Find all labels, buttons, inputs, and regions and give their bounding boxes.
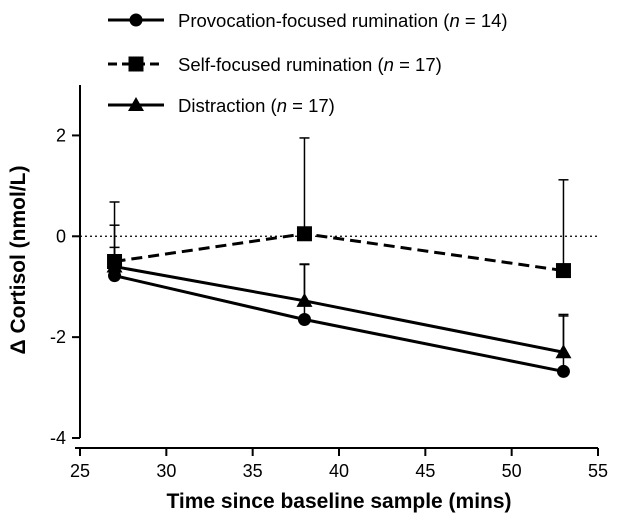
legend-n-value: = 17) xyxy=(287,95,335,116)
legend-label: Distraction (n = 17) xyxy=(178,95,335,116)
distraction-point xyxy=(106,258,123,273)
y-axis-title: Δ Cortisol (nmol/L) xyxy=(7,166,30,355)
y-tick-label: 0 xyxy=(56,226,66,246)
x-tick-label: 55 xyxy=(588,461,608,481)
legend: Provocation-focused rumination (n = 14)S… xyxy=(108,10,508,116)
legend-marker xyxy=(129,13,143,27)
y-tick-label: 2 xyxy=(56,125,66,145)
distraction-point xyxy=(555,344,572,359)
self-focused-point xyxy=(296,226,312,242)
x-tick-label: 50 xyxy=(502,461,522,481)
legend-label: Self-focused rumination (n = 17) xyxy=(178,54,442,75)
axis-ticks: 25 30 35 40 45 50 55 -4 -2 0 2 xyxy=(50,125,608,481)
self-focused-point xyxy=(555,263,571,279)
legend-n-value: = 17) xyxy=(394,54,442,75)
legend-series-name: Distraction ( xyxy=(178,95,278,116)
axes xyxy=(75,85,598,449)
x-tick-label: 35 xyxy=(243,461,263,481)
provocation-point xyxy=(297,312,311,326)
x-axis-title: Time since baseline sample (mins) xyxy=(166,490,511,513)
legend-n-symbol: n xyxy=(277,95,287,116)
legend-series-name: Provocation-focused rumination ( xyxy=(178,10,450,31)
distraction-line xyxy=(114,265,564,354)
x-tick-label: 45 xyxy=(415,461,435,481)
distraction-point xyxy=(296,292,313,307)
provocation-line xyxy=(114,274,564,373)
legend-n-symbol: n xyxy=(384,54,394,75)
legend-marker xyxy=(128,97,144,111)
legend-series-name: Self-focused rumination ( xyxy=(178,54,384,75)
series-lines xyxy=(114,232,564,373)
y-tick-label: -2 xyxy=(50,327,66,347)
self-focused-line xyxy=(114,232,564,273)
x-tick-label: 30 xyxy=(156,461,176,481)
series-markers xyxy=(106,226,572,378)
legend-n-value: = 14) xyxy=(460,10,508,31)
error-bars xyxy=(109,137,569,372)
legend-label: Provocation-focused rumination (n = 14) xyxy=(178,10,508,31)
x-tick-label: 25 xyxy=(70,461,90,481)
legend-marker xyxy=(128,56,144,72)
y-tick-label: -4 xyxy=(50,428,66,448)
provocation-point xyxy=(556,364,570,378)
legend-n-symbol: n xyxy=(449,10,459,31)
x-tick-label: 40 xyxy=(329,461,349,481)
